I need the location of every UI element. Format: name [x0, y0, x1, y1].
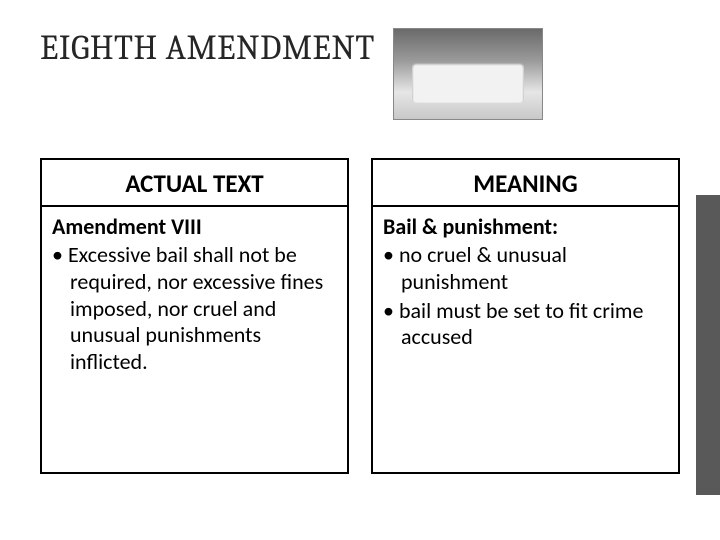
column-lead: Amendment VIII: [52, 213, 337, 240]
column-body: Amendment VIII Excessive bail shall not …: [42, 207, 347, 472]
bullet-item: bail must be set to fit crime accused: [383, 298, 668, 352]
column-header: ACTUAL TEXT: [42, 160, 347, 207]
column-meaning: MEANING Bail & punishment: no cruel & un…: [371, 158, 680, 474]
slide-header: EIGHTH AMENDMENT: [40, 28, 680, 120]
bullet-item: Excessive bail shall not be required, no…: [52, 242, 337, 376]
slide-title: EIGHTH AMENDMENT: [40, 28, 375, 68]
column-header: MEANING: [373, 160, 678, 207]
column-body: Bail & punishment: no cruel & unusual pu…: [373, 207, 678, 472]
accent-bar: [696, 195, 720, 495]
columns-container: ACTUAL TEXT Amendment VIII Excessive bai…: [40, 158, 680, 474]
bullet-item: no cruel & unusual punishment: [383, 242, 668, 296]
slide: EIGHTH AMENDMENT ACTUAL TEXT Amendment V…: [0, 0, 720, 540]
bullet-list: Excessive bail shall not be required, no…: [52, 242, 337, 376]
column-lead: Bail & punishment:: [383, 213, 668, 240]
column-actual-text: ACTUAL TEXT Amendment VIII Excessive bai…: [40, 158, 349, 474]
header-image: [393, 28, 543, 120]
bullet-list: no cruel & unusual punishment bail must …: [383, 242, 668, 351]
